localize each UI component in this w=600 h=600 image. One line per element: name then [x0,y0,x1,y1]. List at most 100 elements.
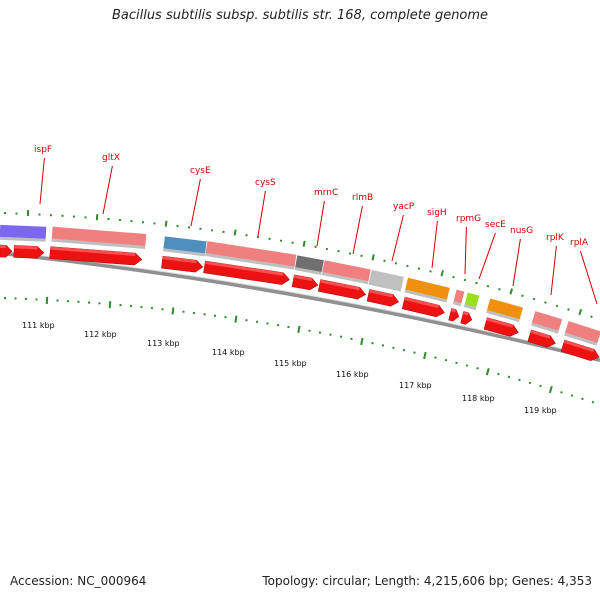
inner-tick [287,325,290,329]
gene-label: ispF [34,145,52,155]
map-title: Bacillus subtilis subsp. subtilis str. 1… [111,8,489,23]
feature-box [564,321,600,346]
inner-tick [14,297,17,300]
outer-tick [164,220,168,227]
gene-label: rplK [546,233,565,243]
outer-tick [199,227,202,230]
outer-tick [417,267,421,270]
inner-tick [360,337,364,346]
cds-arrow [527,329,556,348]
kbp-label: 116 kbp [336,370,369,379]
cds-arrow [401,296,445,318]
inner-tick [161,308,164,311]
outer-tick [291,241,294,244]
outer-tick [509,288,514,295]
outer-tick [130,220,133,223]
outer-tick [222,230,225,234]
gene-leader-line [316,200,325,247]
gene-leader-line [39,157,45,205]
outer-tick [325,247,329,251]
cds-track [0,244,600,362]
inner-tick [297,325,301,333]
gene-leader-line [579,250,598,305]
outer-tick [475,281,478,285]
inner-tick [392,346,395,349]
inner-tick [528,381,532,385]
cds-arrow [0,244,13,258]
outer-tick [544,301,547,304]
outer-tick [406,264,409,268]
outer-tick [394,262,398,265]
outer-tick [360,254,363,258]
feature-box [51,226,147,249]
inner-tick [329,333,332,336]
cds-arrow [460,311,473,325]
inner-tick [24,297,28,300]
gene-label: rplA [570,238,589,248]
kbp-label: 113 kbp [147,339,180,348]
outer-tick [49,214,53,217]
outer-tick [532,297,536,301]
kbp-label: 118 kbp [462,394,495,403]
outer-tick [95,214,99,221]
gene-label: mrnC [314,188,338,198]
genome-backbone [0,251,600,362]
gene-label: rlmB [352,193,373,203]
inner-tick [413,351,416,354]
inner-tick [518,378,521,382]
cds-arrow [291,274,319,291]
outer-tick [233,229,237,236]
gene-label: nusG [510,226,533,236]
inner-tick [245,319,248,322]
genome-summary-text: Topology: circular; Length: 4,215,606 bp… [262,574,592,588]
gene-label: sigH [427,208,447,218]
outer-tick [440,270,444,277]
inner-tick [129,304,133,308]
outer-tick [348,252,352,255]
inner-tick [108,301,112,309]
gene-label: secE [485,220,506,230]
feature-box [205,241,297,270]
inner-tick [465,364,469,367]
inner-tick [119,304,122,307]
gene-leader-line [464,226,467,275]
kbp-label: 117 kbp [399,381,432,390]
inner-tick [485,367,490,376]
outer-tick [452,275,455,279]
outer-tick [61,214,64,217]
outer-tick [84,216,87,219]
inner-tick [276,324,280,327]
inner-tick [192,311,196,315]
gene-leader-line [102,165,113,215]
gene-label: yacP [393,202,415,212]
outer-tick [383,259,386,262]
inner-tick [591,400,595,404]
outer-tick [141,221,145,224]
kbp-label: 119 kbp [524,406,557,415]
gene-leader-line [512,238,521,287]
outer-tick [153,222,156,225]
outer-tick [187,226,191,229]
inner-tick [266,322,269,325]
outer-tick [118,218,122,222]
inner-tick [402,348,406,352]
inner-tick [476,367,479,370]
outer-tick [72,215,76,218]
feature-box [486,298,523,323]
outer-tick [26,209,30,217]
inner-tick [423,351,427,360]
inner-tick [560,391,563,394]
inner-tick [66,300,70,303]
gene-label: cysE [190,166,211,176]
cds-arrow [203,260,290,285]
outer-tick [107,218,110,221]
accession-text: Accession: NC_000964 [10,574,147,588]
inner-tick [581,397,584,401]
inner-tick [570,394,574,397]
outer-tick [256,235,260,239]
inner-tick [56,299,59,302]
kbp-label-layer: 111 kbp 112 kbp 113 kbp 114 kbp 115 kbp 116 k… [22,321,557,415]
gene-leader-line [478,232,496,280]
outer-tick [498,288,501,291]
inner-tick [234,315,238,323]
